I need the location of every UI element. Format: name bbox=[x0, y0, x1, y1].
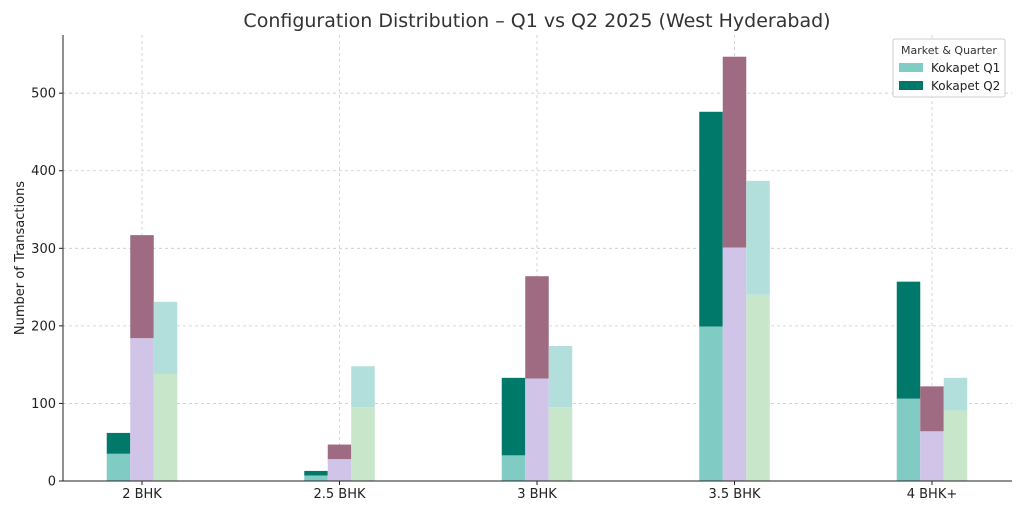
bar-q2-4-bhk--g0 bbox=[896, 281, 921, 399]
legend-swatch-kokapet-q2 bbox=[899, 81, 923, 90]
bar-q2-3-bhk-g2 bbox=[548, 346, 573, 408]
legend: Market & Quarter Kokapet Q1 Kokapet Q2 bbox=[892, 38, 1006, 98]
bar-q2-4-bhk--g2 bbox=[943, 377, 968, 411]
bar-q1-2-bhk-g1 bbox=[130, 338, 154, 481]
bar-q1-2-bhk-g2 bbox=[153, 373, 178, 481]
bar-q2-2-5-bhk-g0 bbox=[304, 470, 328, 476]
bar-q1-3-bhk-g0 bbox=[501, 455, 526, 481]
bar-q1-3-5-bhk-g0 bbox=[699, 326, 723, 481]
chart-title: Configuration Distribution – Q1 vs Q2 20… bbox=[243, 10, 830, 32]
bar-q2-3-bhk-g1 bbox=[525, 276, 549, 379]
y-tick-label: 300 bbox=[31, 242, 56, 257]
bar-q2-3-5-bhk-g2 bbox=[746, 180, 770, 295]
bar-q1-3-5-bhk-g2 bbox=[746, 294, 770, 481]
y-tick-label: 100 bbox=[31, 397, 56, 412]
bar-q1-2-5-bhk-g2 bbox=[351, 407, 375, 481]
bar-q1-3-5-bhk-g1 bbox=[722, 247, 747, 481]
bar-q1-2-5-bhk-g1 bbox=[327, 459, 352, 481]
y-axis-label: Number of Transactions bbox=[13, 181, 28, 335]
bar-q2-2-bhk-g0 bbox=[106, 432, 131, 454]
bar-q2-3-5-bhk-g1 bbox=[722, 56, 747, 248]
y-tick-label: 200 bbox=[31, 319, 56, 334]
y-tick-label: 400 bbox=[31, 164, 56, 179]
bar-q1-2-bhk-g0 bbox=[106, 453, 131, 481]
bar-q2-3-5-bhk-g0 bbox=[699, 111, 723, 327]
y-tick-label: 0 bbox=[48, 475, 56, 490]
bar-q2-3-bhk-g0 bbox=[501, 377, 526, 456]
bar-q1-3-bhk-g2 bbox=[548, 407, 573, 481]
y-tick-label: 500 bbox=[31, 87, 56, 102]
bar-q2-2-5-bhk-g1 bbox=[327, 444, 352, 460]
x-tick-label: 3 BHK bbox=[517, 487, 557, 502]
legend-label-kokapet-q1: Kokapet Q1 bbox=[931, 61, 1000, 75]
legend-swatch-kokapet-q1 bbox=[899, 63, 923, 72]
legend-label-kokapet-q2: Kokapet Q2 bbox=[931, 79, 1000, 93]
axes bbox=[59, 35, 1012, 485]
bar-q2-2-5-bhk-g2 bbox=[351, 366, 375, 408]
x-tick-label: 2.5 BHK bbox=[313, 487, 366, 502]
bar-q1-3-bhk-g1 bbox=[525, 378, 549, 481]
bars bbox=[106, 56, 968, 481]
x-tick-label: 2 BHK bbox=[122, 487, 162, 502]
bar-q1-4-bhk--g2 bbox=[943, 410, 968, 481]
bar-q1-4-bhk--g1 bbox=[920, 431, 944, 481]
legend-title: Market & Quarter bbox=[901, 44, 997, 57]
tick-labels: 0 100 200 300 400 500 2 BHK 2.5 BHK 3 BHK 3.5 BHK… bbox=[31, 87, 957, 502]
bar-q2-2-bhk-g1 bbox=[130, 235, 154, 339]
bar-q2-4-bhk--g1 bbox=[920, 386, 944, 432]
x-tick-label: 3.5 BHK bbox=[708, 487, 761, 502]
bar-q1-4-bhk--g0 bbox=[896, 398, 921, 481]
bar-q1-2-5-bhk-g0 bbox=[304, 475, 328, 481]
bar-q2-2-bhk-g2 bbox=[153, 301, 178, 374]
x-tick-label: 4 BHK+ bbox=[907, 487, 958, 502]
